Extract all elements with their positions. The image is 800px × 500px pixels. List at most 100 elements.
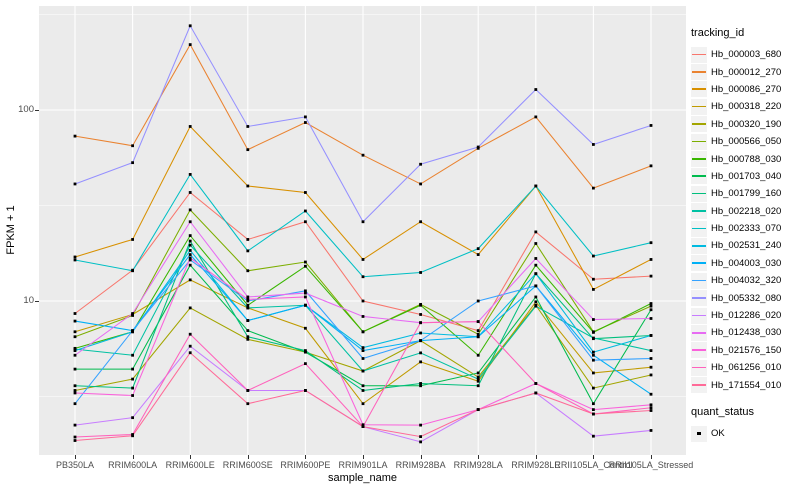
data-point (534, 263, 538, 267)
data-point (361, 275, 365, 279)
legend-item-label: Hb_000318_220 (711, 101, 782, 113)
data-point (534, 230, 538, 234)
legend-item-label: Hb_001703_040 (711, 170, 782, 182)
legend-item: Hb_012438_030 (691, 324, 799, 341)
data-point (188, 24, 192, 28)
data-point (246, 329, 250, 332)
data-point (649, 258, 653, 261)
data-point (304, 289, 307, 293)
legend-item: Hb_002218_020 (691, 203, 799, 220)
data-point (476, 384, 480, 388)
legend-item-label: Hb_004003_030 (711, 257, 782, 269)
data-point (649, 334, 653, 337)
data-point (304, 260, 307, 264)
x-tick-mark (247, 455, 249, 459)
legend-item: Hb_002333_070 (691, 220, 799, 237)
data-point (304, 389, 307, 392)
data-point (73, 134, 77, 138)
legend-items: Hb_000003_680 Hb_000012_270 Hb_000086_270 H… (691, 46, 799, 394)
data-point (592, 186, 595, 190)
legend-item: Hb_012286_020 (691, 307, 799, 324)
data-point (419, 382, 422, 385)
data-point (649, 124, 653, 127)
legend-item-label: Hb_012286_020 (711, 310, 782, 322)
data-point (73, 335, 77, 339)
data-point (131, 353, 134, 357)
y-tick-mark (35, 301, 39, 302)
data-point (361, 425, 365, 428)
data-point (649, 302, 653, 305)
data-point (361, 423, 365, 427)
data-point (419, 339, 422, 343)
data-point (361, 330, 365, 334)
x-tick-label: PB350LA (55, 460, 95, 470)
data-point (304, 264, 307, 268)
data-point (649, 403, 653, 407)
legend-key-line-icon (691, 185, 707, 202)
data-point (419, 321, 422, 325)
data-point (361, 349, 365, 352)
legend-item: Hb_001799_160 (691, 185, 799, 202)
legend-item: Hb_000086_270 (691, 81, 799, 98)
data-point (73, 423, 77, 427)
legend-item-label: Hb_002531_240 (711, 240, 782, 252)
data-point (361, 402, 365, 406)
data-point (419, 435, 422, 439)
data-point (246, 337, 250, 341)
data-point (592, 358, 595, 362)
data-point (419, 440, 422, 444)
data-point (188, 208, 192, 212)
data-point (592, 353, 595, 357)
y-tick-label: 100 (18, 104, 34, 115)
data-point (649, 274, 653, 278)
data-point (131, 269, 134, 273)
data-point (419, 271, 422, 274)
legend-item: Hb_002531_240 (691, 237, 799, 254)
legend-key-line-icon (691, 377, 707, 394)
data-point (476, 379, 480, 383)
data-point (188, 332, 192, 336)
data-point (246, 269, 250, 273)
x-tick-mark (190, 455, 192, 459)
legend-item: Hb_001703_040 (691, 168, 799, 185)
data-point (73, 353, 77, 357)
legend-key-line-icon (691, 133, 707, 150)
data-point (188, 351, 192, 355)
data-point (188, 263, 192, 267)
data-point (419, 182, 422, 186)
data-point (73, 384, 77, 388)
data-point (534, 284, 538, 288)
x-tick-mark (420, 455, 422, 459)
legend-item-label: Hb_005332_080 (711, 292, 782, 304)
legend-item-label: OK (711, 428, 725, 439)
legend-key-line-icon (691, 220, 707, 237)
data-point (476, 329, 480, 332)
data-point (73, 255, 77, 259)
data-point (304, 362, 307, 366)
data-point (649, 317, 653, 320)
x-tick-label: RRIM901LA (338, 460, 388, 470)
data-point (419, 360, 422, 364)
data-point (188, 258, 192, 262)
data-point (246, 295, 250, 299)
data-point (246, 335, 250, 339)
data-point (73, 347, 77, 351)
data-point (649, 409, 653, 412)
data-point (419, 220, 422, 224)
data-point (304, 191, 307, 194)
data-point (476, 299, 480, 303)
x-tick-mark (651, 455, 652, 459)
data-point (419, 313, 422, 316)
data-point (246, 389, 250, 392)
data-point (592, 412, 595, 416)
y-tick-label: 10 (23, 295, 34, 306)
data-point (188, 43, 192, 46)
data-point (246, 249, 250, 253)
data-point (649, 241, 653, 245)
legend-key-line-icon (691, 81, 707, 98)
legend-key-line-icon (691, 272, 707, 289)
data-point (476, 320, 480, 324)
data-point (592, 336, 595, 340)
legend-item: Hb_004003_030 (691, 255, 799, 272)
data-point (131, 377, 134, 381)
